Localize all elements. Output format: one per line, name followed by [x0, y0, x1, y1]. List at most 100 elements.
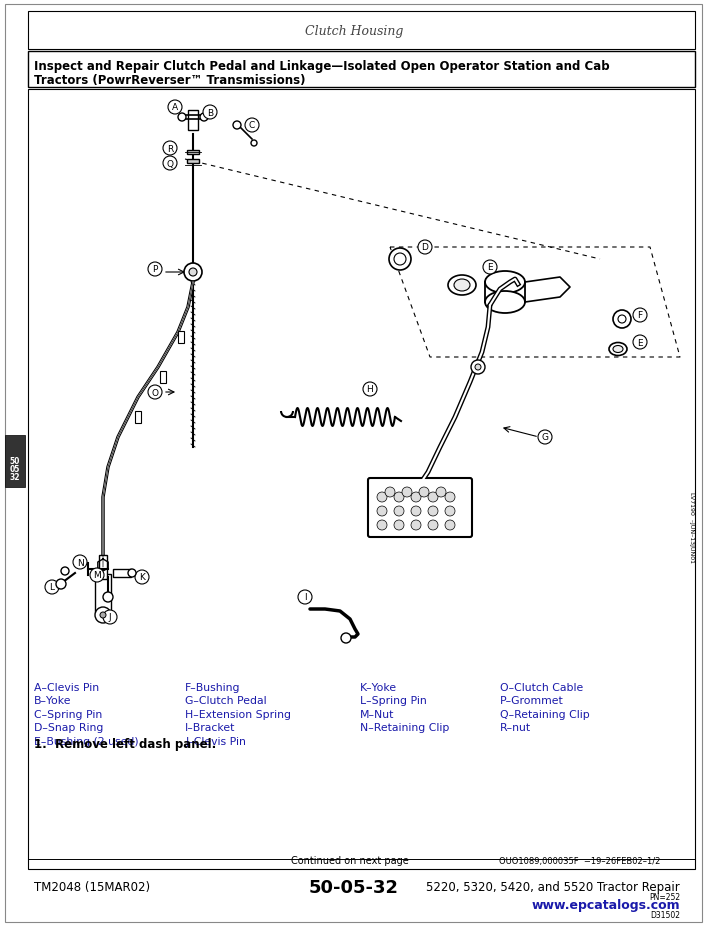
Circle shape [613, 311, 631, 329]
Text: PN=252: PN=252 [649, 893, 680, 902]
Ellipse shape [485, 292, 525, 313]
Text: J–Clevis Pin: J–Clevis Pin [185, 736, 246, 746]
Text: B: B [207, 108, 213, 118]
Text: 5220, 5320, 5420, and 5520 Tractor Repair: 5220, 5320, 5420, and 5520 Tractor Repai… [426, 881, 680, 894]
Circle shape [73, 555, 87, 569]
Circle shape [428, 492, 438, 502]
Circle shape [178, 114, 186, 121]
Circle shape [100, 613, 106, 618]
FancyBboxPatch shape [368, 478, 472, 538]
Circle shape [189, 269, 197, 276]
Circle shape [394, 520, 404, 530]
Circle shape [633, 309, 647, 323]
Circle shape [377, 506, 387, 516]
Circle shape [445, 520, 455, 530]
Text: Clutch Housing: Clutch Housing [305, 24, 403, 37]
Circle shape [618, 316, 626, 324]
Circle shape [233, 121, 241, 130]
Ellipse shape [448, 275, 476, 296]
Bar [28, 52, 695, 88]
Text: I: I [304, 593, 306, 602]
Text: 05: 05 [10, 465, 21, 474]
Circle shape [103, 592, 113, 603]
Circle shape [402, 488, 412, 498]
Text: C–Spring Pin: C–Spring Pin [34, 709, 103, 719]
Text: OUO1089,000035F  −19–26FEB02–1/2: OUO1089,000035F −19–26FEB02–1/2 [498, 856, 660, 865]
Text: P: P [152, 265, 158, 274]
Circle shape [203, 106, 217, 120]
Circle shape [363, 383, 377, 397]
Text: TM2048 (15MAR02): TM2048 (15MAR02) [34, 881, 150, 894]
Text: G–Clutch Pedal: G–Clutch Pedal [185, 696, 267, 705]
Text: L: L [49, 583, 54, 591]
Circle shape [135, 570, 149, 584]
Text: B–Yoke: B–Yoke [34, 696, 71, 705]
Text: M–Nut: M–Nut [360, 709, 395, 719]
Circle shape [385, 488, 395, 498]
Text: E–Bushing (2 used): E–Bushing (2 used) [34, 736, 139, 746]
Text: N–Retaining Clip: N–Retaining Clip [360, 723, 450, 732]
Circle shape [445, 506, 455, 516]
Text: K: K [139, 573, 145, 582]
Circle shape [418, 241, 432, 255]
Text: LV7190  –JUN–13JUN01: LV7190 –JUN–13JUN01 [689, 492, 694, 563]
Circle shape [168, 101, 182, 115]
Circle shape [538, 430, 552, 445]
Text: O–Clutch Cable: O–Clutch Cable [500, 682, 583, 692]
Text: R–nut: R–nut [500, 723, 531, 732]
Text: A: A [172, 104, 178, 112]
Bar [28, 90, 695, 870]
Bar [187, 159, 199, 164]
Circle shape [245, 119, 259, 133]
Circle shape [394, 506, 404, 516]
Text: D: D [421, 243, 428, 252]
Circle shape [103, 610, 117, 624]
Bar [28, 12, 695, 50]
Circle shape [471, 361, 485, 375]
Circle shape [341, 633, 351, 643]
Ellipse shape [609, 343, 627, 356]
Text: D–Snap Ring: D–Snap Ring [34, 723, 103, 732]
Bar [113, 569, 131, 578]
Circle shape [389, 248, 411, 271]
Ellipse shape [613, 346, 623, 353]
Circle shape [148, 386, 162, 400]
Text: H–Extension Spring: H–Extension Spring [185, 709, 291, 719]
Text: R: R [167, 145, 173, 153]
Text: F–Bushing: F–Bushing [185, 682, 240, 692]
Circle shape [184, 263, 202, 282]
Circle shape [483, 260, 497, 274]
Circle shape [45, 580, 59, 594]
Text: Tractors (PowrReverser™ Transmissions): Tractors (PowrReverser™ Transmissions) [34, 74, 305, 87]
Text: F: F [638, 311, 643, 320]
Text: Q: Q [167, 159, 173, 169]
Text: 50: 50 [10, 457, 21, 466]
Circle shape [428, 506, 438, 516]
Circle shape [411, 520, 421, 530]
Circle shape [377, 492, 387, 502]
Bar [95, 575, 111, 613]
Circle shape [95, 607, 111, 623]
Circle shape [394, 254, 406, 266]
Text: I–Bracket: I–Bracket [185, 723, 235, 732]
Text: G: G [542, 433, 549, 442]
Text: N: N [76, 558, 83, 567]
Text: C: C [249, 121, 255, 131]
Text: H: H [367, 385, 373, 394]
Circle shape [200, 114, 208, 121]
Bar [187, 151, 199, 155]
Text: Continued on next page: Continued on next page [291, 855, 409, 865]
Text: E: E [637, 338, 643, 347]
Circle shape [148, 262, 162, 276]
Circle shape [128, 569, 136, 578]
Circle shape [298, 590, 312, 604]
Text: 1.  Remove left dash panel.: 1. Remove left dash panel. [34, 737, 216, 750]
Ellipse shape [485, 272, 525, 294]
Circle shape [428, 520, 438, 530]
Circle shape [90, 568, 104, 582]
Bar [135, 412, 141, 424]
Text: E: E [487, 263, 493, 273]
Circle shape [56, 579, 66, 590]
Bar [160, 372, 166, 384]
Text: 32: 32 [10, 473, 21, 482]
